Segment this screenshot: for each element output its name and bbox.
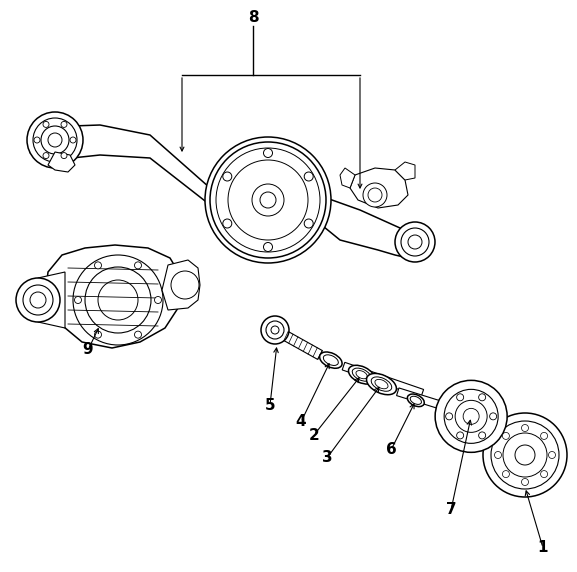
Polygon shape xyxy=(350,168,408,208)
Polygon shape xyxy=(162,260,200,310)
Circle shape xyxy=(515,445,535,465)
Circle shape xyxy=(30,292,46,308)
Circle shape xyxy=(368,188,382,202)
Ellipse shape xyxy=(349,366,374,384)
Circle shape xyxy=(264,243,272,252)
Circle shape xyxy=(503,433,547,477)
Circle shape xyxy=(491,421,559,489)
Polygon shape xyxy=(45,245,182,348)
Circle shape xyxy=(74,296,81,304)
Circle shape xyxy=(70,137,76,143)
Circle shape xyxy=(23,285,53,315)
Circle shape xyxy=(260,192,276,208)
Circle shape xyxy=(549,451,556,459)
Ellipse shape xyxy=(375,379,388,389)
Text: 6: 6 xyxy=(385,443,396,458)
Ellipse shape xyxy=(371,377,392,391)
Circle shape xyxy=(210,142,326,258)
Circle shape xyxy=(41,126,69,154)
Text: 3: 3 xyxy=(322,451,332,466)
Polygon shape xyxy=(283,332,323,359)
Circle shape xyxy=(503,432,509,439)
Circle shape xyxy=(435,380,507,452)
Circle shape xyxy=(395,222,435,262)
Circle shape xyxy=(494,451,501,459)
Text: 2: 2 xyxy=(309,427,320,443)
Polygon shape xyxy=(395,162,415,180)
Circle shape xyxy=(223,172,232,181)
Circle shape xyxy=(271,326,279,334)
Polygon shape xyxy=(38,272,65,328)
Circle shape xyxy=(27,112,83,168)
Circle shape xyxy=(463,408,479,424)
Circle shape xyxy=(205,137,331,263)
Circle shape xyxy=(43,153,49,158)
Circle shape xyxy=(264,149,272,157)
Circle shape xyxy=(16,278,60,322)
Circle shape xyxy=(228,160,308,240)
Polygon shape xyxy=(340,168,355,188)
Circle shape xyxy=(455,400,487,432)
Circle shape xyxy=(34,137,40,143)
Text: 8: 8 xyxy=(248,10,258,26)
Polygon shape xyxy=(396,388,461,415)
Circle shape xyxy=(445,413,452,420)
Polygon shape xyxy=(313,195,422,258)
Circle shape xyxy=(216,148,320,252)
Circle shape xyxy=(261,316,289,344)
Text: 7: 7 xyxy=(445,502,456,518)
Circle shape xyxy=(483,413,567,497)
Circle shape xyxy=(43,121,49,128)
Polygon shape xyxy=(48,152,75,172)
Text: 1: 1 xyxy=(538,541,548,555)
Circle shape xyxy=(223,219,232,228)
Circle shape xyxy=(503,471,509,478)
Circle shape xyxy=(479,432,486,439)
Text: 5: 5 xyxy=(265,398,275,412)
Polygon shape xyxy=(342,362,424,397)
Circle shape xyxy=(444,390,498,443)
Circle shape xyxy=(479,394,486,401)
Circle shape xyxy=(304,172,313,181)
Circle shape xyxy=(408,235,422,249)
Circle shape xyxy=(456,394,464,401)
Circle shape xyxy=(541,471,548,478)
Circle shape xyxy=(266,321,284,339)
Circle shape xyxy=(456,432,464,439)
Text: 9: 9 xyxy=(83,343,93,358)
Ellipse shape xyxy=(407,394,424,407)
Circle shape xyxy=(61,121,67,128)
Circle shape xyxy=(61,153,67,158)
Ellipse shape xyxy=(320,352,342,368)
Circle shape xyxy=(522,424,529,431)
Circle shape xyxy=(252,184,284,216)
Polygon shape xyxy=(60,125,223,215)
Circle shape xyxy=(48,133,62,147)
Circle shape xyxy=(401,228,429,256)
Text: 4: 4 xyxy=(295,415,306,430)
Circle shape xyxy=(134,262,141,269)
Polygon shape xyxy=(30,130,58,153)
Ellipse shape xyxy=(366,374,396,395)
Circle shape xyxy=(134,331,141,338)
Circle shape xyxy=(95,331,102,338)
Ellipse shape xyxy=(410,396,421,404)
Circle shape xyxy=(155,296,162,304)
Circle shape xyxy=(541,432,548,439)
Circle shape xyxy=(304,219,313,228)
Circle shape xyxy=(33,118,77,162)
Ellipse shape xyxy=(356,371,367,379)
Ellipse shape xyxy=(352,368,371,381)
Ellipse shape xyxy=(323,355,338,366)
Circle shape xyxy=(95,262,102,269)
Circle shape xyxy=(522,479,529,486)
Circle shape xyxy=(363,183,387,207)
Circle shape xyxy=(490,413,497,420)
